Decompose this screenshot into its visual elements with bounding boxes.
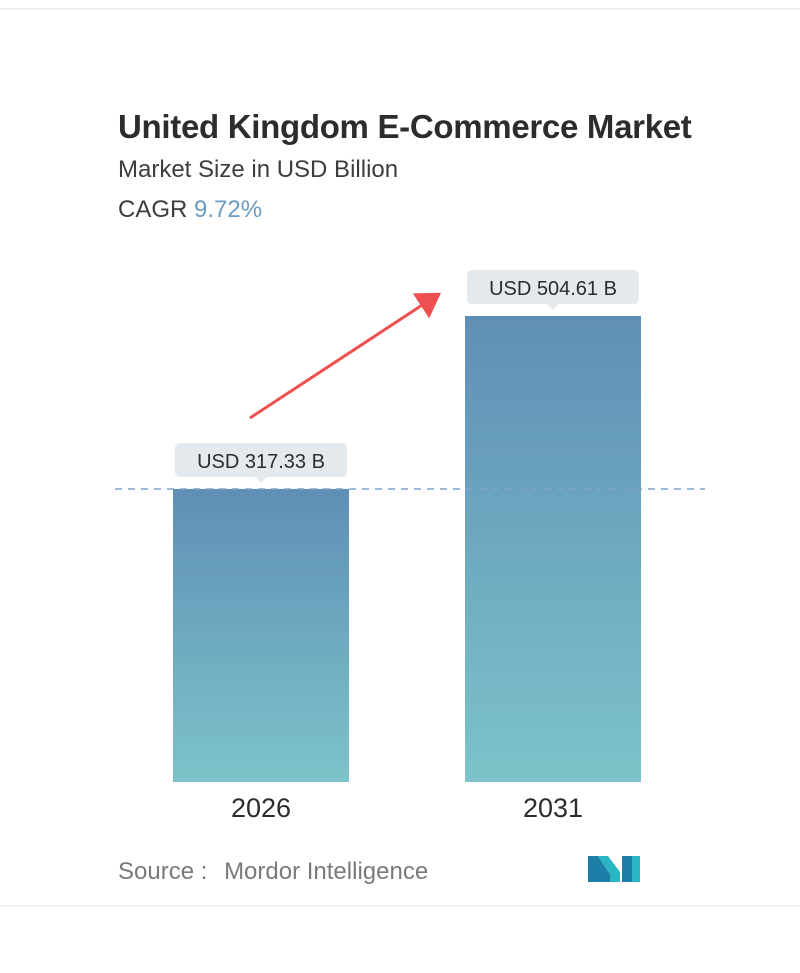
x-tick-label-2026: 2026 [231,793,291,823]
data-label-2026: USD 317.33 B [175,442,347,483]
source-name: Mordor Intelligence [224,858,429,885]
svg-text:USD 317.33 B: USD 317.33 B [197,451,325,473]
x-tick-label-2031: 2031 [523,793,583,823]
cagr-value: 9.72% [194,196,263,223]
bottom-divider [0,905,800,907]
growth-arrow [249,292,442,420]
chart-subtitle: Market Size in USD Billion [118,156,399,183]
bar-2026 [173,488,349,782]
mordor-intelligence-logo-icon [588,856,640,882]
chart-title: United Kingdom E-Commerce Market [118,108,692,145]
source-label: Source : [118,858,208,885]
source-line: Source : Mordor Intelligence [118,858,428,886]
top-divider [0,8,800,10]
svg-text:USD 504.61 B: USD 504.61 B [489,278,617,300]
data-label-2031: USD 504.61 B [467,270,639,310]
cagr-line: CAGR 9.72% [118,196,262,224]
cagr-label: CAGR [118,196,188,223]
bar-2031 [465,316,641,782]
